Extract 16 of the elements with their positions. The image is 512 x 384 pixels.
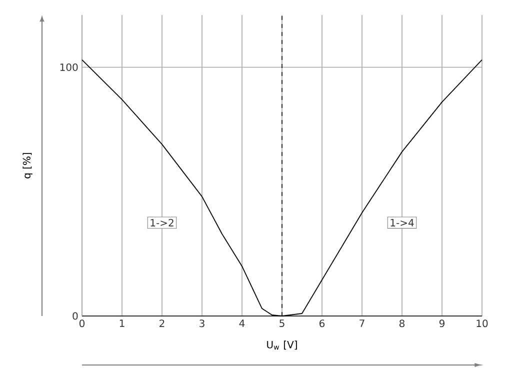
x-tick-label: 6 — [320, 320, 325, 328]
x-tick-label: 2 — [160, 320, 164, 328]
x-axis-title: U$_{w}$ [V] — [267, 340, 297, 350]
x-tick-label: 5 — [280, 320, 284, 328]
x-tick-label: 8 — [399, 320, 404, 328]
x-tick-label: 3 — [200, 320, 204, 328]
x-tick-label: 0 — [79, 320, 85, 328]
x-tick-label: 7 — [360, 320, 364, 327]
x-tick-label: 1 — [120, 320, 124, 327]
annotation: 1->2 — [150, 218, 174, 226]
annotation: 1->4 — [390, 219, 414, 226]
x-tick-label: 4 — [239, 320, 245, 327]
x-tick-label: 9 — [439, 320, 444, 328]
x-tick-label: 10 — [476, 320, 488, 328]
y-tick-label: 100 — [60, 63, 78, 72]
y-axis-title: q [%] — [22, 152, 32, 178]
